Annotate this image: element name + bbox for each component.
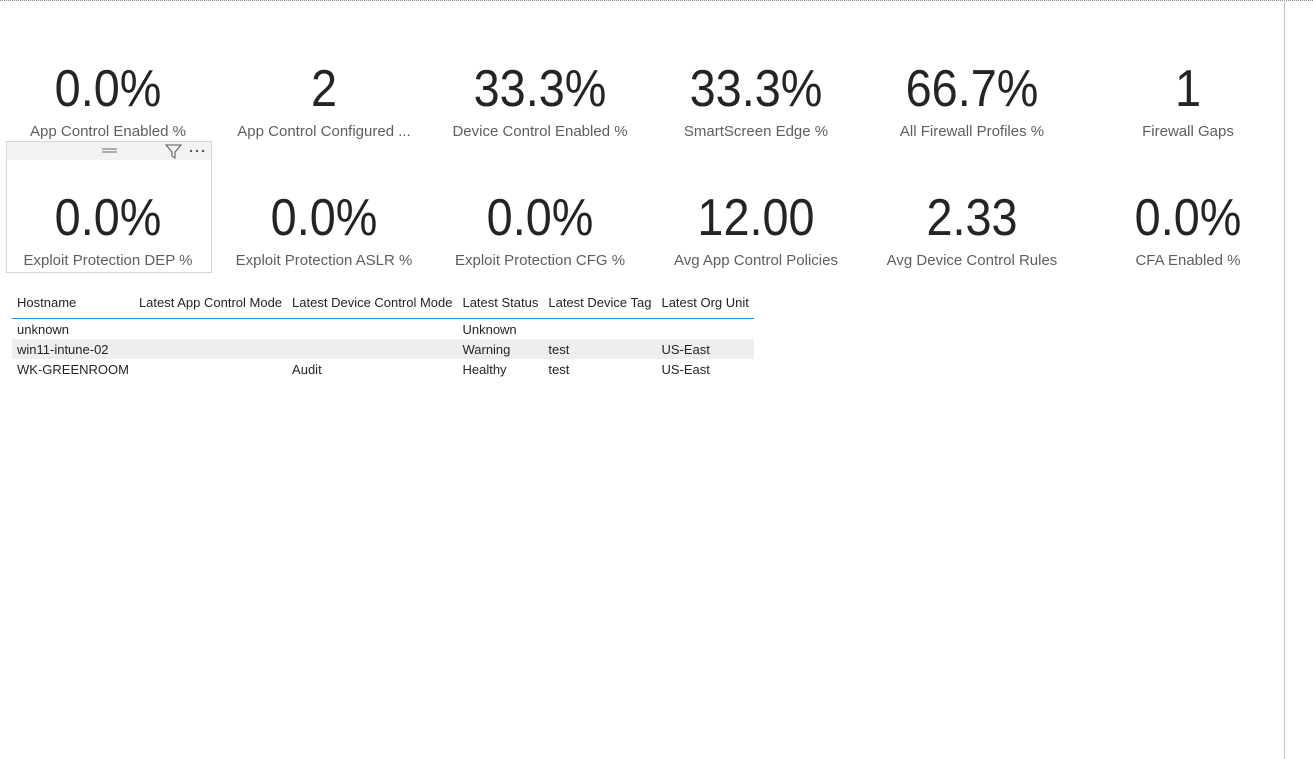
more-dot: [201, 149, 205, 153]
canvas-border: [0, 0, 1313, 1]
kpi-card: 33.3% Device Control Enabled %: [437, 45, 643, 175]
kpi-value: 2: [310, 60, 338, 118]
table-cell: Healthy: [462, 361, 507, 377]
column-header: Latest Org Unit: [656, 293, 754, 319]
kpi-value: 0.0%: [270, 189, 378, 247]
kpi-label: Firewall Gaps: [1142, 123, 1234, 140]
kpi-label: SmartScreen Edge %: [683, 123, 829, 140]
column-header: Latest Device Tag: [543, 293, 657, 319]
kpi-card: 0.0% App Control Enabled %: [5, 45, 211, 175]
kpi-value: 1: [1174, 60, 1202, 118]
kpi-label: Exploit Protection DEP %: [23, 252, 193, 269]
filter-icon[interactable]: [164, 144, 183, 159]
table-cell: test: [543, 339, 657, 359]
kpi-card: 2 App Control Configured ...: [221, 45, 427, 175]
column-header: Hostname: [12, 293, 134, 319]
kpi-value: 33.3%: [689, 60, 823, 118]
kpi-label: Exploit Protection ASLR %: [235, 252, 413, 269]
visual-header: [7, 142, 211, 160]
selected-visual-frame[interactable]: [6, 141, 212, 273]
table-cell: [656, 319, 753, 340]
table-cell: Unknown: [462, 321, 517, 337]
column-header: Latest Status: [457, 293, 544, 319]
table-header: Hostname Latest App Control Mode Latest De…: [12, 293, 754, 319]
table-cell: Warning: [457, 339, 544, 359]
column-header: Latest Device Control Mode: [287, 293, 458, 319]
table-cell: US-East: [656, 339, 754, 359]
table-cell: [287, 319, 457, 340]
kpi-label: CFA Enabled %: [1135, 252, 1241, 269]
header-icons: [102, 144, 205, 159]
kpi-value: 66.7%: [905, 60, 1039, 118]
kpi-label: Avg App Control Policies: [674, 252, 838, 269]
table-cell: win11-intune-02: [12, 339, 134, 359]
kpi-value: 2.33: [926, 189, 1018, 247]
kpi-label: Avg Device Control Rules: [886, 252, 1058, 269]
table-cell: [543, 319, 656, 340]
kpi-value: 0.0%: [1134, 189, 1242, 247]
table-row: WK-GREENROOM Audit Healthy test US-East: [12, 359, 754, 379]
column-header: Latest App Control Mode: [133, 293, 288, 319]
data-table: Hostname Latest App Control Mode Latest De…: [12, 293, 754, 379]
kpi-card: 2.33 Avg Device Control Rules: [869, 174, 1075, 304]
table-body: unknown Unknown win11-intune-02 Warning test…: [12, 319, 754, 380]
table-cell: Audit: [292, 361, 322, 377]
canvas-edge: [1284, 0, 1285, 759]
kpi-card: 66.7% All Firewall Profiles %: [869, 45, 1075, 175]
kpi-value: 0.0%: [54, 189, 162, 247]
kpi-label: App Control Configured ...: [237, 123, 411, 140]
table-cell: [133, 339, 288, 359]
kpi-card: 33.3% SmartScreen Edge %: [653, 45, 859, 175]
kpi-value: 33.3%: [473, 60, 607, 118]
kpi-value: 12.00: [697, 189, 815, 247]
kpi-card: 0.0% Exploit Protection ASLR %: [221, 174, 427, 304]
more-options[interactable]: [189, 149, 193, 153]
kpi-label: All Firewall Profiles %: [899, 123, 1045, 140]
table-cell: [134, 359, 287, 379]
table-cell: test: [548, 361, 570, 377]
kpi-value: 0.0%: [486, 189, 594, 247]
more-dot: [195, 149, 199, 153]
table-row: unknown Unknown: [12, 319, 754, 340]
kpi-card: 0.0% Exploit Protection CFG %: [437, 174, 643, 304]
table-cell: WK-GREENROOM: [17, 361, 129, 377]
kpi-card: 12.00 Avg App Control Policies: [653, 174, 859, 304]
kpi-card: 1 Firewall Gaps: [1085, 45, 1291, 175]
table-cell: [134, 319, 287, 340]
kpi-label: Exploit Protection CFG %: [454, 252, 626, 269]
kpi-value: 0.0%: [54, 60, 162, 118]
table-cell: unknown: [17, 321, 70, 337]
table-cell: US-East: [661, 361, 710, 377]
kpi-card: 0.0% Exploit Protection DEP %: [5, 174, 211, 304]
kpi-card: 0.0% CFA Enabled %: [1085, 174, 1291, 304]
kpi-label: App Control Enabled %: [30, 123, 186, 140]
table-row: win11-intune-02 Warning test US-East: [12, 339, 754, 359]
kpi-label: Device Control Enabled %: [452, 123, 628, 140]
table-cell: [287, 339, 458, 359]
